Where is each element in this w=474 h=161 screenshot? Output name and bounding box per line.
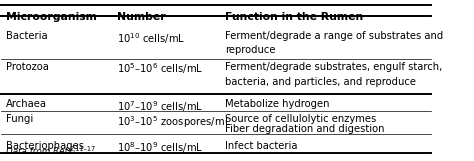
Text: Function in the Rumen: Function in the Rumen xyxy=(225,12,363,23)
Text: $10^{3}$–$10^{5}$ zoospores/mL: $10^{3}$–$10^{5}$ zoospores/mL xyxy=(117,114,232,130)
Text: Fungi: Fungi xyxy=(6,114,33,124)
Text: Ferment/degrade a range of substrates and: Ferment/degrade a range of substrates an… xyxy=(225,31,443,41)
Text: Metabolize hydrogen: Metabolize hydrogen xyxy=(225,99,329,109)
Text: Source of cellulolytic enzymes: Source of cellulolytic enzymes xyxy=(225,114,376,124)
Text: Data from Refs.: Data from Refs. xyxy=(6,147,74,156)
Text: Bacteriophages: Bacteriophages xyxy=(6,141,84,151)
Text: Bacteria: Bacteria xyxy=(6,31,47,41)
Text: $10^{5}$–$10^{6}$ cells/mL: $10^{5}$–$10^{6}$ cells/mL xyxy=(117,62,204,76)
Text: $10^{7}$–$10^{9}$ cells/mL: $10^{7}$–$10^{9}$ cells/mL xyxy=(117,99,204,114)
Text: Infect bacteria: Infect bacteria xyxy=(225,141,297,151)
Text: bacteria, and particles, and reproduce: bacteria, and particles, and reproduce xyxy=(225,77,416,87)
Text: 2,11–17: 2,11–17 xyxy=(69,146,95,152)
Text: Microorganism: Microorganism xyxy=(6,12,97,23)
Text: Protozoa: Protozoa xyxy=(6,62,48,71)
Text: Archaea: Archaea xyxy=(6,99,46,109)
Text: Ferment/degrade substrates, engulf starch,: Ferment/degrade substrates, engulf starc… xyxy=(225,62,442,71)
Text: $10^{10}$ cells/mL: $10^{10}$ cells/mL xyxy=(117,31,185,46)
Text: reproduce: reproduce xyxy=(225,45,275,55)
Text: Fiber degradation and digestion: Fiber degradation and digestion xyxy=(225,124,384,134)
Text: Number: Number xyxy=(117,12,166,23)
Text: $10^{8}$–$10^{9}$ cells/mL: $10^{8}$–$10^{9}$ cells/mL xyxy=(117,141,204,155)
